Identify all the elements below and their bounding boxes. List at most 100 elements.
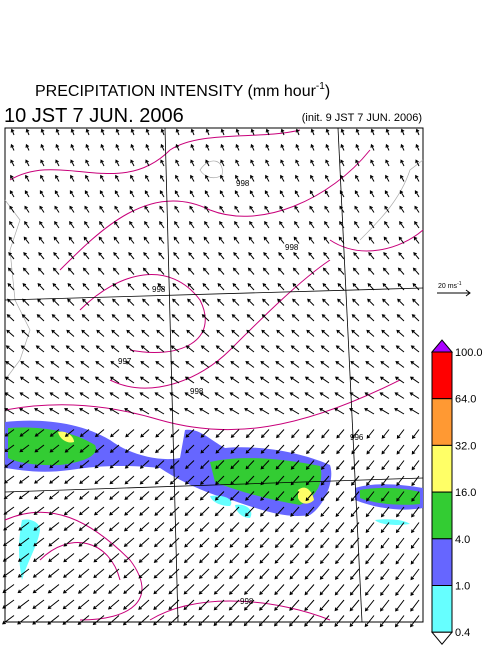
- wind-arrow: [214, 408, 225, 415]
- wind-arrow: [395, 584, 405, 596]
- wind-arrow: [143, 236, 150, 244]
- wind-arrow: [339, 221, 345, 229]
- wind-arrow: [155, 361, 165, 368]
- wind-arrow: [262, 267, 270, 275]
- wind-arrow: [64, 376, 75, 384]
- wind-arrow: [198, 599, 210, 611]
- wind-arrow: [79, 408, 90, 415]
- wind-arrow: [51, 329, 60, 337]
- wind-arrow: [384, 205, 390, 213]
- wind-arrow: [216, 329, 225, 337]
- wind-arrow: [160, 143, 165, 151]
- wind-arrow: [364, 408, 375, 415]
- wind-arrow: [115, 143, 120, 151]
- wind-arrow: [214, 537, 225, 548]
- wind-arrow: [85, 143, 90, 151]
- wind-arrow: [259, 376, 270, 384]
- wind-arrow: [5, 361, 15, 368]
- wind-arrow: [19, 376, 30, 384]
- wind-arrow: [259, 392, 270, 399]
- wind-arrow: [198, 568, 210, 579]
- wind-arrow: [379, 615, 390, 628]
- wind-arrow: [202, 282, 210, 291]
- wind-arrow: [235, 143, 240, 151]
- wind-arrow: [34, 460, 45, 469]
- wind-arrow: [319, 584, 330, 596]
- wind-reference-exponent: -1: [457, 281, 462, 287]
- wind-arrow: [320, 460, 330, 470]
- wind-arrow: [34, 376, 45, 384]
- wind-arrow: [130, 128, 135, 136]
- wind-arrow: [204, 190, 210, 198]
- wind-arrow: [199, 376, 210, 384]
- wind-arrow: [94, 408, 105, 415]
- wind-arrow: [275, 361, 285, 368]
- wind-arrow: [277, 267, 285, 275]
- wind-arrow: [114, 221, 120, 229]
- wind-arrow: [128, 252, 135, 260]
- wind-arrow: [184, 506, 195, 517]
- wind-arrow: [228, 584, 240, 595]
- wind-arrow: [355, 143, 360, 151]
- contour-label: 996: [350, 433, 364, 442]
- wind-arrow: [394, 615, 405, 628]
- wind-arrow: [305, 537, 315, 549]
- wind-arrow: [396, 491, 405, 502]
- wind-arrow: [160, 159, 165, 167]
- precip-1: [19, 495, 410, 580]
- wind-arrow: [168, 568, 180, 579]
- wind-arrow: [319, 408, 330, 415]
- wind-arrow: [109, 376, 120, 384]
- wind-arrow: [275, 460, 285, 470]
- wind-arrow: [220, 174, 225, 182]
- wind-arrow: [232, 267, 240, 275]
- wind-arrow: [278, 252, 285, 260]
- wind-arrow: [350, 345, 360, 353]
- wind-arrow: [109, 444, 120, 453]
- wind-arrow: [215, 475, 225, 485]
- wind-arrow: [265, 143, 270, 151]
- wind-arrow: [82, 267, 90, 275]
- wind-arrow: [243, 599, 255, 611]
- wind-arrow: [354, 205, 360, 213]
- wind-arrow: [49, 460, 60, 469]
- wind-arrow: [203, 236, 210, 244]
- wind-arrow: [35, 345, 45, 353]
- wind-arrow: [280, 143, 285, 151]
- wind-arrow: [397, 298, 405, 306]
- wind-arrow: [199, 408, 210, 415]
- wind-arrow: [79, 475, 90, 485]
- wind-arrow: [295, 159, 300, 167]
- wind-arrow: [319, 599, 330, 612]
- wind-arrow: [198, 584, 210, 595]
- colorbar-bin: [431, 491, 453, 540]
- wind-arrow: [365, 522, 375, 533]
- wind-arrow: [258, 615, 270, 627]
- wind-arrow: [169, 506, 180, 516]
- wind-arrow: [370, 128, 375, 136]
- wind-arrow: [305, 345, 315, 353]
- wind-arrow: [142, 282, 150, 291]
- wind-arrow: [277, 298, 285, 306]
- wind-arrow: [47, 615, 60, 625]
- wind-arrow: [21, 329, 30, 337]
- wind-arrow: [291, 314, 300, 322]
- wind-arrow: [234, 190, 240, 198]
- wind-arrow: [246, 314, 255, 322]
- wind-arrow: [365, 553, 375, 565]
- wind-arrow: [67, 267, 75, 275]
- wind-arrow: [262, 282, 270, 291]
- wind-arrow: [17, 615, 30, 625]
- wind-arrow: [186, 329, 195, 337]
- wind-arrow: [85, 174, 90, 182]
- wind-arrow: [93, 568, 105, 579]
- wind-arrow: [319, 553, 330, 565]
- wind-arrow: [109, 506, 120, 516]
- wind-arrow: [184, 491, 195, 501]
- wind-arrow: [130, 174, 135, 182]
- wind-arrow: [175, 174, 180, 182]
- wind-arrow: [260, 460, 270, 470]
- wind-arrow: [65, 345, 75, 353]
- wind-arrow: [245, 361, 255, 368]
- wind-arrow: [397, 267, 405, 275]
